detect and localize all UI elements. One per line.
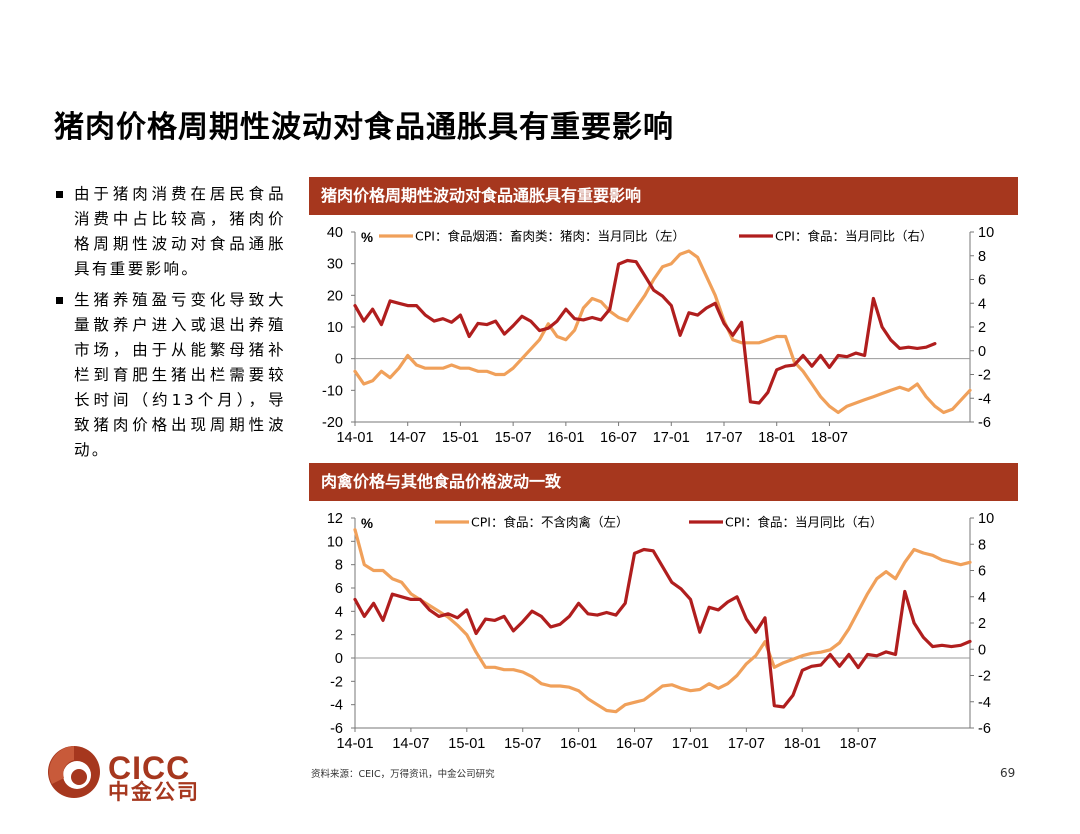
unit-label: %: [361, 230, 373, 245]
y-left-tick-label: 20: [327, 288, 343, 304]
page-number: 69: [1000, 766, 1016, 780]
y-left-tick-label: 8: [335, 558, 343, 574]
logo-text-cn: 中金公司: [108, 780, 200, 804]
page-title: 猪肉价格周期性波动对食品通胀具有重要影响: [54, 110, 674, 145]
legend-label: CPI：食品烟酒：畜肉类：猪肉：当月同比（左）: [415, 229, 685, 244]
bullet-text: 由于猪肉消费在居民食品消费中占比较高，猪肉价格周期性波动对食品通胀具有重要影响。: [74, 185, 286, 278]
legend-label: CPI：食品：当月同比（右）: [775, 229, 932, 244]
y-right-tick-label: 4: [978, 590, 986, 606]
bullet-item: 生猪养殖盈亏变化导致大量散养户进入或退出养殖市场，由于从能繁母猪补栏到育肥生猪出…: [54, 288, 286, 463]
y-left-tick-label: -10: [322, 383, 343, 399]
x-tick-label: 15-07: [504, 736, 541, 752]
cicc-logo-icon: [48, 746, 100, 798]
y-left-tick-label: -6: [330, 721, 343, 737]
bullet-text: 生猪养殖盈亏变化导致大量散养户进入或退出养殖市场，由于从能繁母猪补栏到育肥生猪出…: [74, 291, 286, 459]
series-line-1: [353, 249, 972, 415]
y-right-tick-label: 0: [978, 344, 986, 360]
x-tick-label: 15-01: [442, 430, 479, 446]
x-tick-label: 15-07: [495, 430, 532, 446]
chart1-header: 猪肉价格周期性波动对食品通胀具有重要影响: [309, 177, 1018, 215]
y-left-tick-label: 40: [327, 225, 343, 241]
y-right-tick-label: 8: [978, 537, 986, 553]
x-tick-label: 16-01: [560, 736, 597, 752]
y-right-tick-label: 0: [978, 642, 986, 658]
x-tick-label: 14-07: [389, 430, 426, 446]
x-tick-label: 18-01: [784, 736, 821, 752]
bullet-square-icon: [56, 191, 63, 198]
x-tick-label: 18-07: [811, 430, 848, 446]
unit-label: %: [361, 516, 373, 531]
x-tick-label: 16-07: [616, 736, 653, 752]
bullet-square-icon: [56, 297, 63, 304]
y-right-tick-label: 2: [978, 616, 986, 632]
y-left-tick-label: 0: [335, 651, 343, 667]
y-left-tick-label: 2: [335, 628, 343, 644]
y-left-tick-label: 0: [335, 352, 343, 368]
x-tick-label: 17-07: [705, 430, 742, 446]
x-tick-label: 17-01: [653, 430, 690, 446]
series-line-2: [353, 258, 937, 405]
y-right-tick-label: 10: [978, 225, 994, 241]
y-right-tick-label: 6: [978, 273, 986, 289]
logo-text-en: CICC: [108, 750, 191, 786]
y-left-tick-label: 30: [327, 257, 343, 273]
x-tick-label: 14-01: [336, 736, 373, 752]
x-tick-label: 15-01: [448, 736, 485, 752]
x-tick-label: 17-07: [728, 736, 765, 752]
y-left-tick-label: 12: [327, 511, 343, 527]
legend-label: CPI：食品：当月同比（右）: [725, 515, 882, 530]
bullet-list: 由于猪肉消费在居民食品消费中占比较高，猪肉价格周期性波动对食品通胀具有重要影响。…: [54, 182, 286, 469]
bullet-item: 由于猪肉消费在居民食品消费中占比较高，猪肉价格周期性波动对食品通胀具有重要影响。: [54, 182, 286, 282]
x-tick-label: 14-01: [336, 430, 373, 446]
source-note: 资料来源：CEIC，万得资讯，中金公司研究: [311, 769, 495, 780]
x-tick-label: 16-01: [547, 430, 584, 446]
legend-label: CPI：食品：不含肉禽（左）: [471, 515, 628, 530]
y-right-tick-label: -4: [978, 391, 991, 407]
y-left-tick-label: 10: [327, 320, 343, 336]
y-right-tick-label: 8: [978, 249, 986, 265]
y-right-tick-label: 2: [978, 320, 986, 336]
y-right-tick-label: -4: [978, 695, 991, 711]
chart2-header: 肉禽价格与其他食品价格波动一致: [309, 463, 1018, 501]
series-line-1: [353, 528, 972, 714]
y-right-tick-label: 4: [978, 296, 986, 312]
x-tick-label: 16-07: [600, 430, 637, 446]
x-tick-label: 18-01: [758, 430, 795, 446]
x-tick-label: 17-01: [672, 736, 709, 752]
x-tick-label: 18-07: [840, 736, 877, 752]
y-left-tick-label: 6: [335, 581, 343, 597]
y-right-tick-label: -6: [978, 415, 991, 431]
y-right-tick-label: 10: [978, 511, 994, 527]
y-left-tick-label: 4: [335, 604, 343, 620]
y-left-tick-label: 10: [327, 534, 343, 550]
x-tick-label: 14-07: [392, 736, 429, 752]
y-right-tick-label: -2: [978, 368, 991, 384]
y-right-tick-label: 6: [978, 564, 986, 580]
y-left-tick-label: -4: [330, 698, 343, 714]
y-left-tick-label: -2: [330, 674, 343, 690]
y-right-tick-label: -6: [978, 721, 991, 737]
series-line-2: [353, 547, 972, 709]
y-left-tick-label: -20: [322, 415, 343, 431]
y-right-tick-label: -2: [978, 669, 991, 685]
